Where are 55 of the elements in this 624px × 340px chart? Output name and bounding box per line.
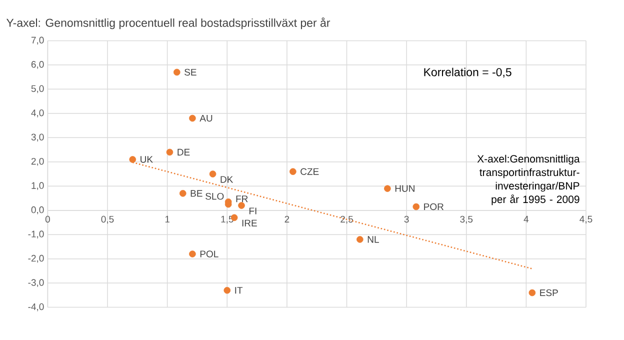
y-tick-label: 0,0 xyxy=(31,206,44,214)
point xyxy=(384,185,391,192)
point xyxy=(179,190,186,197)
data-label: BE xyxy=(190,190,202,197)
data-label: FI xyxy=(249,208,256,214)
data-label: SLO xyxy=(206,192,224,200)
x-tick-label: 2,5 xyxy=(340,216,353,224)
data-label: POL xyxy=(200,250,218,258)
data-label: AU xyxy=(200,114,212,122)
y-axis-title: Y-axel: Genomsnittlig procentuell real bostadsprisstillväxt per år xyxy=(6,18,330,30)
data-label: UK xyxy=(140,156,153,163)
annotation: Korrelation = -0,5 xyxy=(424,68,512,78)
y-tick-label: 3,0 xyxy=(31,134,44,142)
x-tick-label: 2 xyxy=(284,216,290,223)
data-label: SE xyxy=(184,68,196,76)
data-label: IT xyxy=(235,287,243,294)
data-label: DE xyxy=(178,148,190,156)
point xyxy=(224,286,231,294)
x-tick-label: 1 xyxy=(165,216,170,222)
y-tick-label: 2,0 xyxy=(31,158,44,166)
data-label: IRE xyxy=(242,220,257,226)
x-tick-label: 3 xyxy=(404,216,409,223)
point xyxy=(209,170,216,178)
y-tick-label: 7,0 xyxy=(31,36,44,45)
point xyxy=(356,236,364,243)
point xyxy=(528,289,536,296)
data-label: POR xyxy=(424,203,444,210)
point xyxy=(189,114,196,122)
y-tick-label: -1,0 xyxy=(28,230,44,239)
data-label: CZE xyxy=(300,168,319,175)
point xyxy=(166,148,174,156)
x-tick-label: 4 xyxy=(524,216,529,222)
data-label: NL xyxy=(368,236,379,243)
x-tick-label: 0 xyxy=(45,216,50,223)
x-tick-label: 4,5 xyxy=(580,216,592,224)
y-tick-label: 1,0 xyxy=(32,182,44,190)
y-tick-label: 6,0 xyxy=(31,61,44,69)
x-tick-label: 0,5 xyxy=(101,216,114,224)
y-tick-label: 4,0 xyxy=(31,109,44,118)
data-label: ESP xyxy=(540,289,558,296)
point xyxy=(290,168,296,175)
point xyxy=(189,250,196,258)
y-tick-label: -4,0 xyxy=(28,303,44,312)
point xyxy=(173,68,180,76)
data-label: HUN xyxy=(395,185,414,192)
y-tick-label: -3,0 xyxy=(28,279,44,287)
data-label: DK xyxy=(220,176,234,183)
x-tick-label: 3,5 xyxy=(460,216,473,224)
point xyxy=(238,202,245,209)
data-label: FR xyxy=(236,196,248,202)
y-tick-label: -2,0 xyxy=(28,254,44,263)
y-tick-label: 5,0 xyxy=(31,85,44,94)
x-axis-title: X-axel:Genomsnittliga transportinfrastruktur-investeringar/BNP per år 1995 - 2009 xyxy=(477,154,580,206)
point xyxy=(412,203,420,210)
point xyxy=(129,156,136,163)
